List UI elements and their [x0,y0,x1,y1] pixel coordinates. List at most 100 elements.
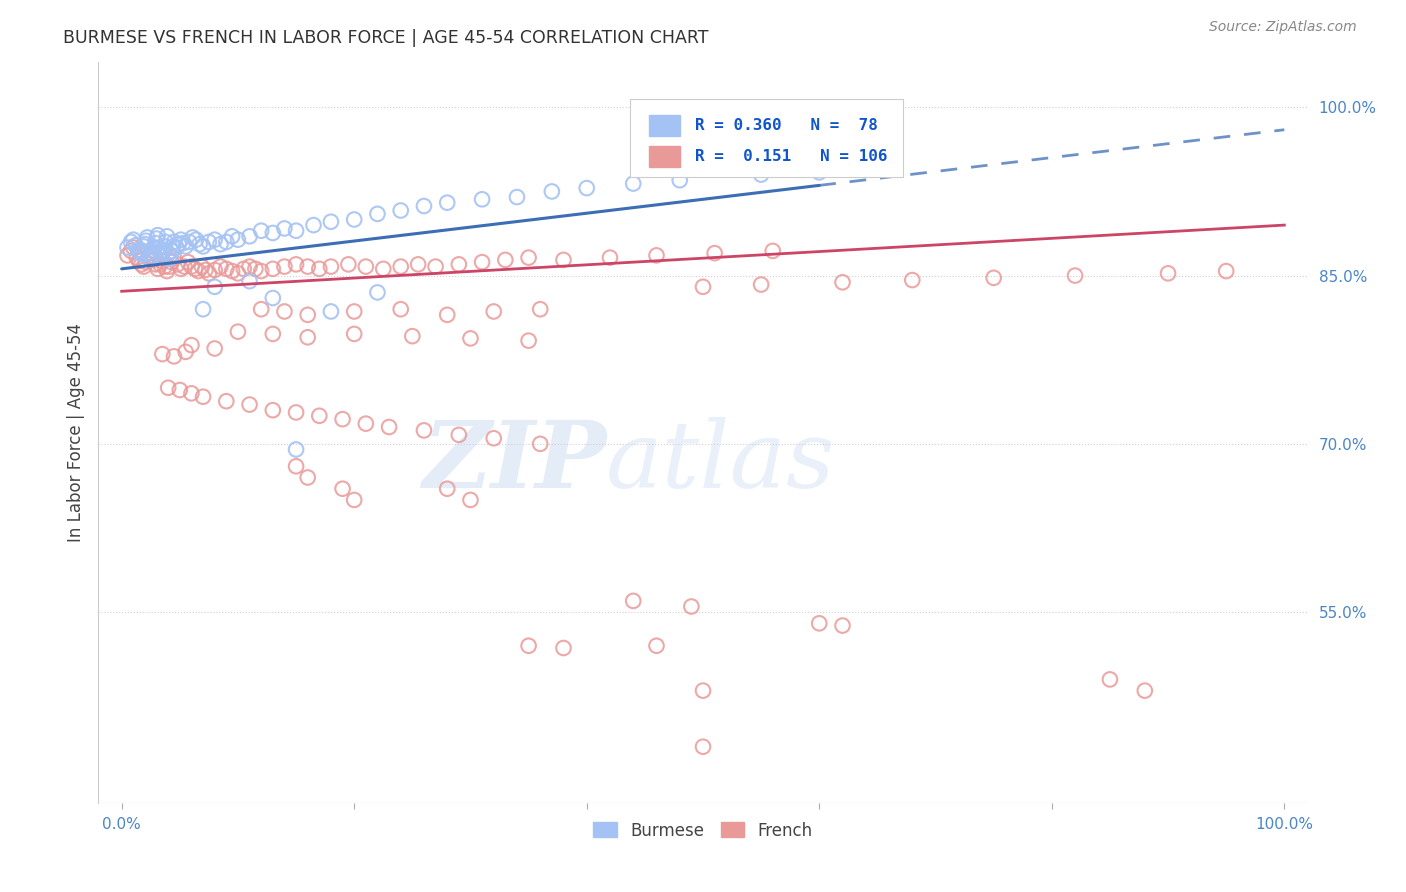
Point [117,240,139,255]
Point [436,482,458,496]
Point [177,255,200,269]
Point [122,233,145,247]
Point [157,252,180,266]
FancyBboxPatch shape [648,115,681,136]
Point [135,255,157,269]
Point [134,237,156,252]
Point [170,233,193,247]
Point [319,260,342,274]
Point [131,247,153,261]
Point [239,260,262,274]
Point [762,244,785,258]
Point [120,235,142,249]
Text: R = 0.360   N =  78: R = 0.360 N = 78 [695,118,877,133]
Text: atlas: atlas [606,417,835,508]
Point [167,237,190,252]
Point [191,302,214,317]
Point [155,235,177,249]
Point [517,251,540,265]
Point [191,260,214,274]
Point [138,251,160,265]
Point [166,257,188,271]
Point [262,226,284,240]
Point [132,239,155,253]
Legend: Burmese, French: Burmese, French [586,815,820,847]
Point [517,639,540,653]
Point [692,280,714,294]
Point [494,252,516,267]
Point [621,177,644,191]
Point [146,228,169,243]
Point [221,264,243,278]
Point [125,251,148,265]
Point [153,260,176,274]
Point [366,207,388,221]
Point [273,304,295,318]
Point [156,229,179,244]
Point [373,261,395,276]
Point [198,266,221,280]
Point [378,420,401,434]
Point [343,326,366,341]
Point [1133,683,1156,698]
Point [297,260,319,274]
Point [138,251,160,265]
Point [143,240,166,255]
Point [157,381,180,395]
Point [226,325,249,339]
Point [668,173,690,187]
Point [413,423,436,437]
Point [132,260,155,274]
Point [831,618,853,632]
Point [135,234,157,248]
Point [148,240,170,255]
Point [160,255,183,269]
Point [343,492,366,507]
Point [152,244,174,258]
Point [169,383,191,397]
Text: ZIP: ZIP [422,417,606,508]
Point [139,252,162,266]
Point [120,244,142,258]
Point [406,257,429,271]
Point [145,231,167,245]
Point [131,257,153,271]
Point [139,246,162,260]
Point [162,239,184,253]
Point [209,260,232,274]
Point [389,260,412,274]
Point [447,257,470,271]
Point [575,181,598,195]
Point [124,238,146,252]
Point [250,302,273,317]
Point [179,235,201,249]
Point [215,394,238,409]
Point [250,264,273,278]
Point [692,683,714,698]
Point [482,431,505,445]
Point [142,244,165,258]
Point [198,235,221,249]
Point [553,640,575,655]
Point [866,161,889,176]
Point [262,326,284,341]
Point [215,235,238,249]
Point [540,185,562,199]
Point [319,215,342,229]
Point [645,639,668,653]
Point [146,261,169,276]
Point [174,344,197,359]
Point [354,417,377,431]
Point [297,330,319,344]
Point [180,338,202,352]
Point [273,260,295,274]
Point [273,221,295,235]
Point [142,252,165,267]
Point [174,239,197,253]
Point [366,285,388,300]
Text: BURMESE VS FRENCH IN LABOR FORCE | AGE 45-54 CORRELATION CHART: BURMESE VS FRENCH IN LABOR FORCE | AGE 4… [63,29,709,46]
Point [389,302,412,317]
Point [517,334,540,348]
Point [149,257,172,271]
Point [173,260,195,274]
